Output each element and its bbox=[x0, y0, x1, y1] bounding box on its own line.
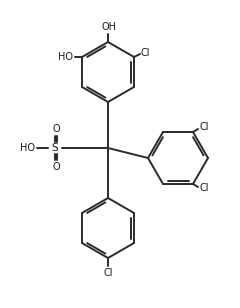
Text: HO: HO bbox=[58, 52, 73, 62]
Text: O: O bbox=[52, 162, 60, 172]
Text: Cl: Cl bbox=[141, 48, 150, 58]
Text: HO: HO bbox=[20, 143, 35, 153]
Text: Cl: Cl bbox=[199, 122, 209, 132]
Text: Cl: Cl bbox=[103, 268, 113, 278]
Text: Cl: Cl bbox=[199, 183, 209, 193]
Text: S: S bbox=[52, 143, 58, 153]
Text: OH: OH bbox=[102, 22, 116, 32]
Text: O: O bbox=[52, 124, 60, 134]
